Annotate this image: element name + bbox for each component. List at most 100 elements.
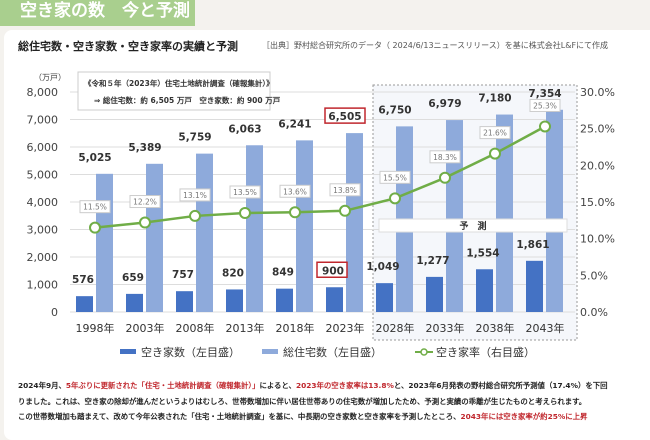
legend-label: 総住宅数（左目盛）: [283, 345, 382, 359]
right-tick-label: 10.0%: [580, 233, 615, 246]
bar-total: [146, 163, 163, 312]
annotation-box: [77, 71, 271, 111]
description-segment: 5年ぶりに更新された「住宅・土地統計調査（確報集計）」: [65, 381, 260, 390]
rate-marker: [389, 192, 401, 205]
rate-label-box: [79, 200, 111, 214]
x-tick-label: 2028年: [376, 321, 415, 335]
bar-total: [96, 173, 113, 312]
bar-vacant-label: 659: [122, 272, 144, 284]
right-tick-label: 25.0%: [580, 123, 615, 136]
rate-label-box: [329, 183, 361, 197]
bar-vacant-label: 1,049: [366, 261, 399, 273]
rate-marker: [189, 209, 201, 222]
legend-swatch: [120, 349, 136, 354]
rate-label-box: [279, 184, 311, 198]
rate-label-box: [229, 185, 261, 199]
rate-line: [94, 125, 546, 229]
description-segment: この世帯数増加も踏まえて、改めて今年公表された「住宅・土地統計調査」を基に、中長…: [18, 412, 461, 421]
rate-marker: [539, 120, 551, 133]
bar-vacant: [126, 293, 143, 312]
left-tick-label: 5,000: [27, 169, 59, 182]
left-tick-label: 1,000: [27, 279, 59, 292]
rate-label: 13.8%: [333, 186, 357, 195]
left-tick-label: 4,000: [27, 196, 59, 209]
bar-total: [296, 140, 313, 312]
rate-label-box: [179, 188, 211, 202]
description-line: りました。これは、空き家の除却が進んだというよりはむしろ、世帯数増加に伴い居住世…: [18, 394, 638, 410]
forecast-label: 予 測: [459, 220, 486, 232]
bar-total: [196, 153, 213, 312]
bar-vacant-label: 900: [322, 265, 344, 277]
bar-vacant: [176, 291, 193, 312]
bar-total: [346, 133, 363, 312]
rate-label: 25.3%: [533, 101, 557, 110]
description-segment: 2024年9月、: [18, 381, 66, 390]
bar-vacant-label: 1,861: [516, 239, 549, 251]
description-line: この世帯数増加も踏まえて、改めて今年公表された「住宅・土地統計調査」を基に、中長…: [18, 409, 638, 425]
legend-marker: [420, 348, 428, 356]
source-note: ［出典］野村総合研究所のデータ（ 2024/6/13ニュースリリース）を基に株式…: [262, 41, 609, 50]
rate-label: 12.2%: [133, 198, 157, 207]
bar-vacant-label: 757: [172, 269, 194, 281]
bar-vacant: [426, 276, 443, 312]
bar-total-label: 6,979: [428, 98, 461, 110]
annotation-line1: 《令和５年（2023年）住宅土地統計調査（確報集計）》: [84, 78, 274, 88]
x-tick-label: 1998年: [76, 321, 115, 335]
section-header: 空き家の数 今と予測: [0, 0, 195, 26]
x-tick-label: 2038年: [476, 321, 515, 335]
rate-marker: [139, 216, 151, 229]
bar-total-label: 6,241: [278, 118, 311, 130]
bar-vacant: [76, 296, 93, 312]
description-segment: 2043年には空き家率が約25%に上昇: [460, 412, 588, 421]
description-segment: りました。これは、空き家の除却が進んだというよりはむしろ、世帯数増加に伴い居住世…: [18, 396, 587, 406]
bar-total-label: 7,180: [478, 93, 511, 105]
x-tick-label: 2043年: [526, 321, 565, 335]
x-tick-label: 2023年: [326, 321, 365, 335]
rate-label: 15.5%: [383, 173, 407, 182]
highlight-box: [316, 261, 348, 278]
bar-vacant: [276, 288, 293, 312]
bar-vacant-label: 1,554: [466, 247, 499, 259]
rate-label: 18.3%: [433, 153, 457, 162]
bar-vacant: [476, 269, 493, 312]
rate-label-box: [429, 150, 461, 164]
rate-marker: [239, 207, 251, 219]
x-tick-label: 2008年: [176, 321, 215, 335]
bar-total-label: 5,389: [128, 142, 161, 154]
left-axis-unit: （万戸）: [34, 73, 66, 82]
x-tick-label: 2003年: [126, 321, 165, 335]
left-tick-label: 3,000: [27, 224, 59, 237]
rate-label: 13.6%: [283, 187, 307, 196]
description-segment: 2023年の空き家率は13.8%: [295, 381, 394, 390]
bar-total-label: 6,505: [328, 111, 361, 123]
rate-marker: [339, 204, 351, 217]
right-tick-label: 5.0%: [580, 269, 608, 282]
bar-total-label: 6,063: [228, 123, 261, 135]
x-tick-label: 2013年: [226, 321, 265, 335]
right-tick-label: 20.0%: [580, 159, 615, 172]
bar-total: [546, 109, 563, 312]
rate-marker: [289, 206, 301, 219]
x-tick-label: 2033年: [426, 321, 465, 335]
chart-title: 総住宅数・空き家数・空き家率の実績と予測: [18, 40, 238, 53]
bar-vacant-label: 1,277: [416, 255, 449, 267]
bar-vacant: [526, 260, 543, 312]
bar-total-label: 6,750: [378, 104, 411, 116]
bar-vacant: [326, 287, 343, 312]
bar-total-label: 5,025: [78, 152, 111, 164]
left-tick-label: 6,000: [27, 141, 59, 154]
annotation-line2: ⇒ 総住宅数：約 6,505 万戸 空き家数：約 900 万戸: [94, 95, 281, 105]
bar-total: [496, 114, 513, 312]
description-segment: と、2023年6月発表の野村総合研究所予測値（17.4%）を下回: [393, 381, 608, 390]
rate-marker: [489, 147, 501, 160]
description-line: 2024年9月、5年ぶりに更新された「住宅・土地統計調査（確報集計）」によると、…: [18, 378, 638, 394]
right-tick-label: 0.0%: [580, 306, 608, 319]
forecast-label-box: [378, 218, 568, 233]
bar-total: [446, 120, 463, 312]
bar-vacant: [226, 289, 243, 312]
bar-total-label: 5,759: [178, 132, 211, 144]
bar-vacant-label: 820: [222, 267, 244, 279]
rate-marker: [89, 221, 101, 234]
rate-marker: [439, 171, 451, 184]
bar-total: [246, 145, 263, 312]
